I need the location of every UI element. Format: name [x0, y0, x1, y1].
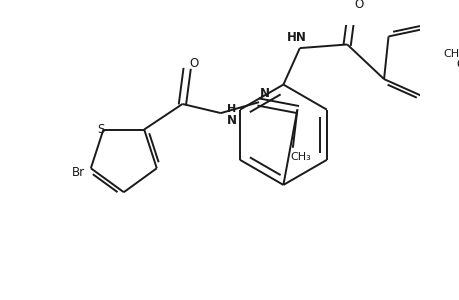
Text: Br: Br: [71, 166, 84, 179]
Text: HN: HN: [286, 31, 306, 44]
Text: O: O: [455, 58, 459, 71]
Text: CH₃: CH₃: [442, 49, 459, 59]
Text: N: N: [226, 114, 236, 127]
Text: H: H: [227, 104, 236, 114]
Text: S: S: [97, 123, 104, 136]
Text: O: O: [354, 0, 363, 11]
Text: O: O: [189, 57, 199, 70]
Text: N: N: [259, 86, 269, 100]
Text: CH₃: CH₃: [290, 152, 310, 162]
